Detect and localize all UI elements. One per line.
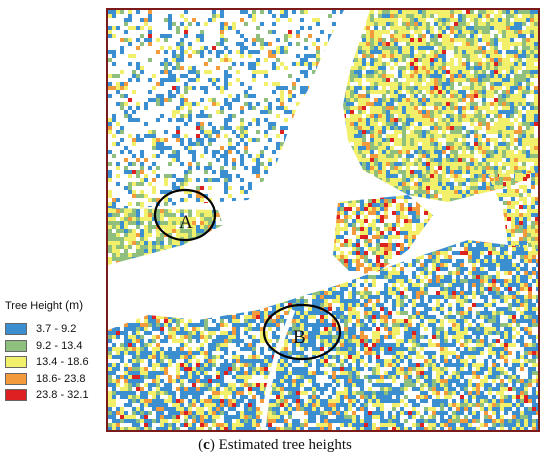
legend-swatch (5, 323, 27, 336)
caption-letter: c (203, 437, 210, 453)
legend-item: 23.8 - 32.1 (5, 387, 125, 404)
river-line (260, 309, 296, 430)
legend-title-text: Tree Height (5, 300, 63, 312)
legend-item: 13.4 - 18.6 (5, 354, 125, 371)
caption-text: Estimated tree heights (214, 437, 352, 453)
marker-b-label: B (293, 327, 306, 348)
marker-b: B (262, 303, 342, 361)
legend-title: Tree Height (m) (5, 298, 125, 312)
tree-height-map: A B (106, 8, 540, 432)
legend-swatch (5, 372, 27, 385)
legend-swatch (5, 356, 27, 369)
legend-item: 3.7 - 9.2 (5, 321, 125, 338)
canopy-region (108, 208, 223, 265)
map-canvas: A B (108, 10, 538, 430)
marker-a-circle (153, 188, 217, 242)
figure-caption: (c) Estimated tree heights (198, 437, 352, 453)
canopy-region (108, 10, 344, 210)
legend-swatch (5, 389, 27, 402)
legend-swatch (5, 339, 27, 352)
legend-label: 18.6- 23.8 (36, 372, 86, 385)
legend-item: 9.2 - 13.4 (5, 338, 125, 355)
marker-a-label: A (179, 212, 193, 233)
legend-label: 3.7 - 9.2 (36, 323, 77, 336)
marker-a: A (153, 188, 217, 242)
legend-label: 23.8 - 32.1 (36, 389, 89, 402)
canopy-region (343, 10, 538, 202)
canopy-region (108, 240, 538, 430)
legend-label: 13.4 - 18.6 (36, 356, 89, 369)
legend-item: 18.6- 23.8 (5, 371, 125, 388)
marker-b-circle (262, 303, 342, 361)
canopy-regions (108, 10, 538, 430)
legend: Tree Height (m) 3.7 - 9.2 9.2 - 13.4 13.… (5, 298, 125, 404)
legend-label: 9.2 - 13.4 (36, 339, 83, 352)
legend-unit: (m) (65, 298, 84, 312)
